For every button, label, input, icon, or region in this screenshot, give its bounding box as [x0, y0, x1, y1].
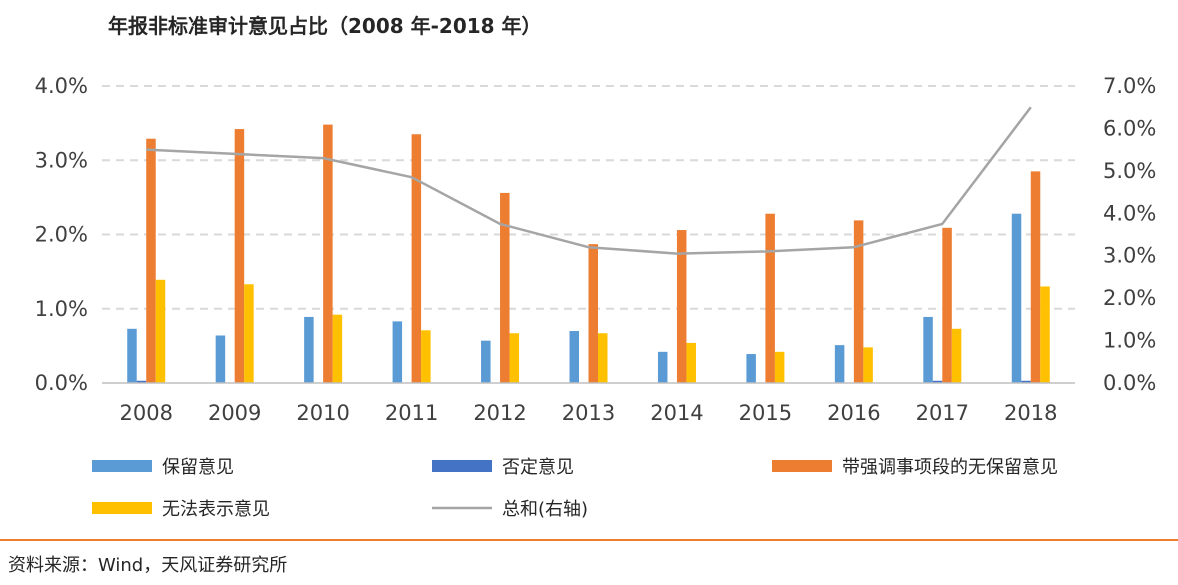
- chart: 0.0% 1.0% 2.0% 3.0% 4.0% 0.0% 1.0% 2.0% 3.0% 4.0%…: [35, 74, 1157, 520]
- right-tick-label: 2.0%: [1103, 286, 1156, 310]
- legend-label: 否定意见: [502, 457, 574, 478]
- bar-1-2010: [304, 316, 314, 383]
- bar-4-2017: [951, 328, 962, 383]
- x-tick-label: 2011: [385, 401, 438, 425]
- bar-3-2015: [765, 213, 775, 383]
- right-tick-label: 5.0%: [1103, 159, 1156, 183]
- source-note: 资料来源：Wind，天风证券研究所: [8, 555, 288, 576]
- legend-label: 保留意见: [162, 457, 234, 478]
- bar-4-2010: [332, 314, 343, 383]
- bar-3-2014: [676, 230, 687, 383]
- bar-1-2012: [481, 340, 491, 383]
- bar-4-2015: [774, 351, 785, 383]
- bar-4-2016: [863, 347, 873, 383]
- right-tick-label: 4.0%: [1103, 201, 1156, 225]
- bar-2-2018: [1021, 380, 1031, 383]
- legend-label: 总和(右轴): [502, 499, 588, 520]
- bar-2-2017: [932, 380, 943, 383]
- bar-1-2014: [657, 351, 668, 383]
- x-tick-label: 2014: [650, 401, 703, 425]
- chart-title: 年报非标准审计意见占比（2008 年-2018 年）: [108, 14, 542, 38]
- x-tick-label: 2017: [916, 401, 969, 425]
- bar-3-2017: [942, 227, 952, 383]
- bar-1-2018: [1011, 213, 1022, 383]
- right-tick-label: 7.0%: [1103, 74, 1156, 98]
- bar-1-2015: [746, 354, 756, 383]
- legend-label: 无法表示意见: [162, 499, 270, 520]
- left-tick-label: 0.0%: [35, 371, 88, 395]
- x-tick-label: 2015: [739, 401, 792, 425]
- bar-4-2014: [686, 342, 696, 383]
- bar-3-2013: [588, 244, 598, 383]
- legend-swatch: [92, 460, 152, 472]
- bar-4-2013: [598, 333, 608, 383]
- divider: [0, 539, 1178, 541]
- bars: [127, 124, 1050, 384]
- bar-2-2008: [136, 380, 147, 383]
- left-tick-label: 1.0%: [35, 297, 88, 321]
- bar-1-2017: [923, 316, 933, 383]
- left-tick-label: 2.0%: [35, 223, 88, 247]
- bar-4-2008: [155, 279, 166, 383]
- bar-1-2009: [215, 335, 226, 383]
- total-line: [146, 106, 1032, 255]
- bar-3-2011: [411, 134, 422, 383]
- left-tick-label: 3.0%: [35, 148, 88, 172]
- x-tick-label: 2018: [1004, 401, 1057, 425]
- bar-4-2012: [509, 333, 520, 383]
- total-line-path: [146, 106, 1032, 255]
- bar-4-2018: [1040, 286, 1050, 383]
- right-tick-label: 0.0%: [1103, 371, 1156, 395]
- bar-3-2018: [1030, 171, 1041, 383]
- legend-swatch: [92, 502, 152, 514]
- left-tick-label: 4.0%: [35, 74, 88, 98]
- bar-4-2009: [244, 284, 254, 383]
- bar-1-2011: [392, 321, 403, 383]
- right-tick-label: 1.0%: [1103, 329, 1156, 353]
- x-tick-label: 2013: [562, 401, 615, 425]
- bar-3-2008: [146, 138, 156, 383]
- bar-4-2011: [421, 330, 431, 383]
- axes: 0.0% 1.0% 2.0% 3.0% 4.0% 0.0% 1.0% 2.0% 3.0% 4.0%…: [35, 74, 1157, 425]
- x-tick-label: 2009: [208, 401, 261, 425]
- bar-1-2008: [127, 328, 137, 383]
- legend-swatch: [772, 460, 832, 472]
- bar-3-2016: [853, 220, 864, 383]
- bar-3-2012: [500, 192, 510, 383]
- bar-3-2009: [234, 129, 245, 383]
- legend-swatch: [432, 460, 492, 472]
- bar-3-2010: [323, 124, 333, 384]
- bar-1-2016: [834, 345, 845, 383]
- legend-label: 带强调事项段的无保留意见: [842, 457, 1058, 478]
- bar-1-2013: [569, 331, 579, 383]
- right-tick-label: 6.0%: [1103, 116, 1156, 140]
- x-tick-label: 2016: [827, 401, 880, 425]
- right-tick-label: 3.0%: [1103, 244, 1156, 268]
- x-tick-label: 2008: [120, 401, 173, 425]
- x-tick-label: 2012: [473, 401, 526, 425]
- x-tick-label: 2010: [296, 401, 349, 425]
